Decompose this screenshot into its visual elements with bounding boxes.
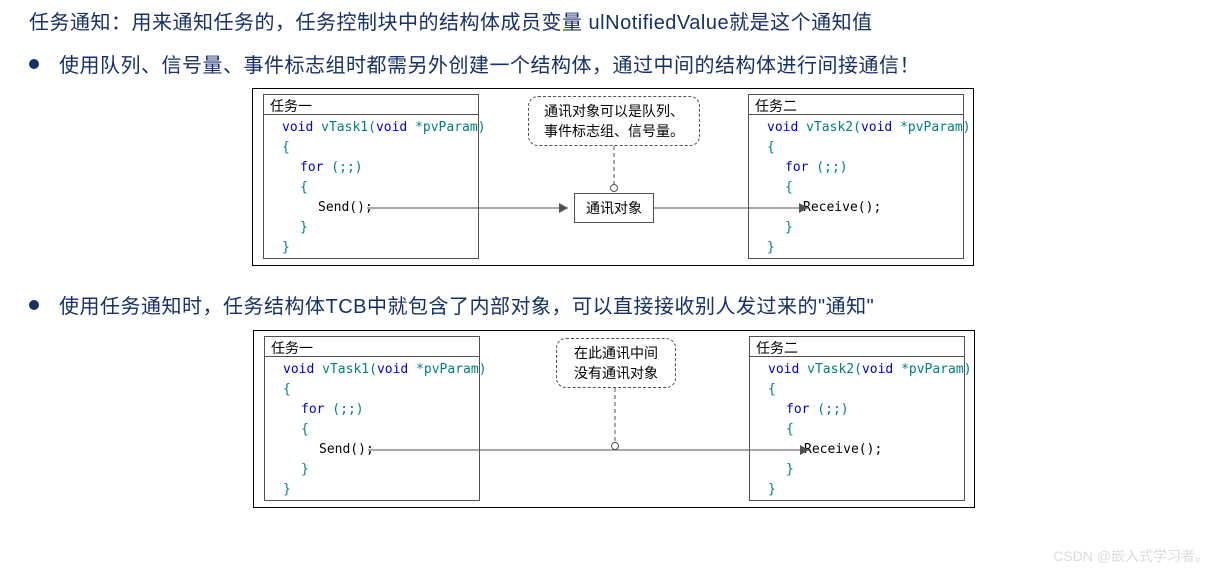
d2-arrows — [253, 330, 975, 508]
d1-arrows — [252, 88, 974, 266]
bullet-dot-1 — [29, 59, 39, 69]
d2-conn-circle — [611, 442, 619, 450]
bullet-text-2: 使用任务通知时，任务结构体TCB中就包含了内部对象，可以直接接收别人发过来的"通… — [59, 290, 874, 319]
d1-conn-circle — [610, 184, 618, 192]
bullet-text-1: 使用队列、信号量、事件标志组时都需另外创建一个结构体，通过中间的结构体进行间接通… — [59, 49, 920, 78]
bullet-dot-2 — [29, 300, 39, 310]
watermark: CSDN @嵌入式学习者。 — [1053, 546, 1209, 566]
intro-text: 任务通知：用来通知任务的，任务控制块中的结构体成员变量 ulNotifiedVa… — [29, 6, 873, 35]
